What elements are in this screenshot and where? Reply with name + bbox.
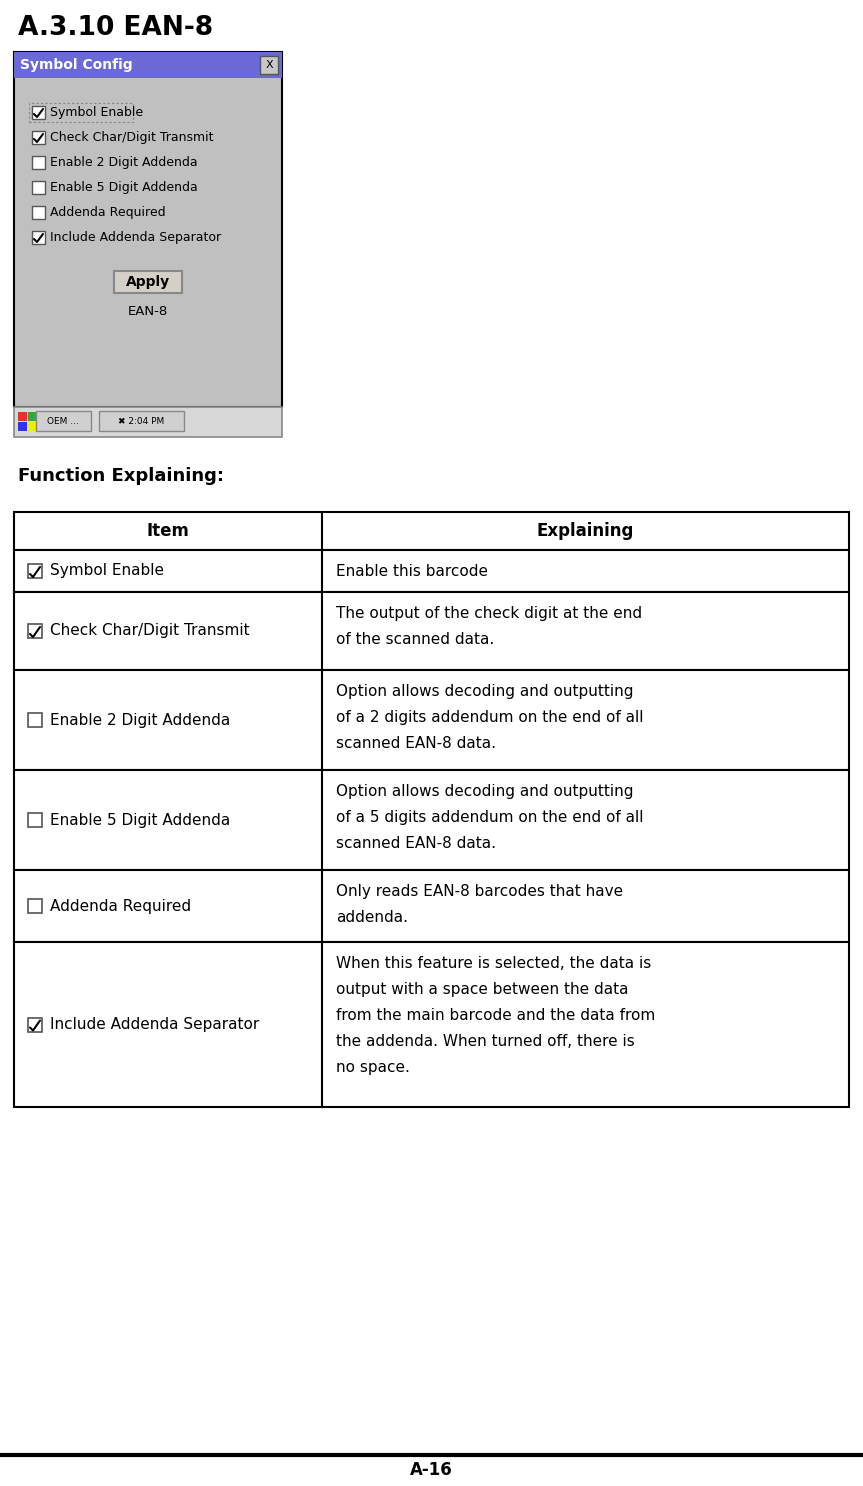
Text: X: X xyxy=(265,59,273,70)
Text: Function Explaining:: Function Explaining: xyxy=(18,467,224,484)
Text: Apply: Apply xyxy=(126,275,170,288)
Text: Only reads EAN-8 barcodes that have: Only reads EAN-8 barcodes that have xyxy=(336,884,623,899)
Text: Enable 2 Digit Addenda: Enable 2 Digit Addenda xyxy=(50,712,230,728)
Bar xyxy=(32,131,45,144)
Text: Addenda Required: Addenda Required xyxy=(50,899,191,914)
Bar xyxy=(14,513,849,550)
Bar xyxy=(28,713,42,727)
Text: A.3.10 EAN-8: A.3.10 EAN-8 xyxy=(18,15,213,42)
Bar xyxy=(14,407,282,437)
Text: from the main barcode and the data from: from the main barcode and the data from xyxy=(336,1008,655,1022)
Text: of a 2 digits addendum on the end of all: of a 2 digits addendum on the end of all xyxy=(336,710,644,725)
Bar xyxy=(32,156,45,169)
Bar xyxy=(14,52,282,77)
Text: scanned EAN-8 data.: scanned EAN-8 data. xyxy=(336,736,496,750)
Bar xyxy=(28,412,37,421)
Text: no space.: no space. xyxy=(336,1060,410,1074)
Bar xyxy=(14,770,849,869)
Text: of a 5 digits addendum on the end of all: of a 5 digits addendum on the end of all xyxy=(336,810,644,825)
Bar xyxy=(14,869,849,942)
Bar xyxy=(36,412,91,431)
Text: Option allows decoding and outputting: Option allows decoding and outputting xyxy=(336,785,633,799)
Text: Addenda Required: Addenda Required xyxy=(50,207,166,218)
Bar xyxy=(14,942,849,1107)
Text: Enable this barcode: Enable this barcode xyxy=(336,565,488,580)
Text: EAN-8: EAN-8 xyxy=(128,305,168,318)
Text: Item: Item xyxy=(147,522,190,539)
Text: When this feature is selected, the data is: When this feature is selected, the data … xyxy=(336,955,652,970)
Text: Symbol Config: Symbol Config xyxy=(20,58,133,71)
Bar xyxy=(18,422,27,431)
Text: OEM ...: OEM ... xyxy=(47,416,79,425)
Bar xyxy=(18,412,27,421)
Text: Enable 5 Digit Addenda: Enable 5 Digit Addenda xyxy=(50,181,198,195)
Bar xyxy=(32,106,45,119)
Text: addenda.: addenda. xyxy=(336,909,408,924)
Text: Symbol Enable: Symbol Enable xyxy=(50,563,164,578)
Bar xyxy=(28,422,37,431)
Bar xyxy=(28,813,42,828)
Text: scanned EAN-8 data.: scanned EAN-8 data. xyxy=(336,837,496,851)
Bar xyxy=(14,550,849,591)
Bar xyxy=(32,230,45,244)
Text: Check Char/Digit Transmit: Check Char/Digit Transmit xyxy=(50,624,249,639)
Text: of the scanned data.: of the scanned data. xyxy=(336,632,494,646)
Text: Include Addenda Separator: Include Addenda Separator xyxy=(50,1016,259,1031)
Text: Explaining: Explaining xyxy=(537,522,634,539)
Text: output with a space between the data: output with a space between the data xyxy=(336,982,628,997)
Text: Check Char/Digit Transmit: Check Char/Digit Transmit xyxy=(50,131,213,144)
Bar xyxy=(28,899,42,912)
Text: Option allows decoding and outputting: Option allows decoding and outputting xyxy=(336,684,633,698)
Bar xyxy=(32,207,45,218)
Bar xyxy=(28,1018,42,1031)
Bar xyxy=(14,670,849,770)
Bar xyxy=(99,412,184,431)
Text: Include Addenda Separator: Include Addenda Separator xyxy=(50,230,221,244)
Bar xyxy=(260,56,278,74)
Text: The output of the check digit at the end: The output of the check digit at the end xyxy=(336,606,642,621)
Bar xyxy=(29,103,133,122)
Bar xyxy=(14,52,282,407)
Text: Enable 2 Digit Addenda: Enable 2 Digit Addenda xyxy=(50,156,198,169)
Bar xyxy=(28,565,42,578)
Bar xyxy=(28,624,42,637)
Bar xyxy=(114,270,182,293)
Text: Symbol Enable: Symbol Enable xyxy=(50,106,143,119)
Bar xyxy=(32,181,45,195)
Text: A-16: A-16 xyxy=(410,1461,453,1479)
Text: ✖ 2:04 PM: ✖ 2:04 PM xyxy=(118,416,164,425)
Bar xyxy=(14,591,849,670)
Text: Enable 5 Digit Addenda: Enable 5 Digit Addenda xyxy=(50,813,230,828)
Text: the addenda. When turned off, there is: the addenda. When turned off, there is xyxy=(336,1034,635,1049)
